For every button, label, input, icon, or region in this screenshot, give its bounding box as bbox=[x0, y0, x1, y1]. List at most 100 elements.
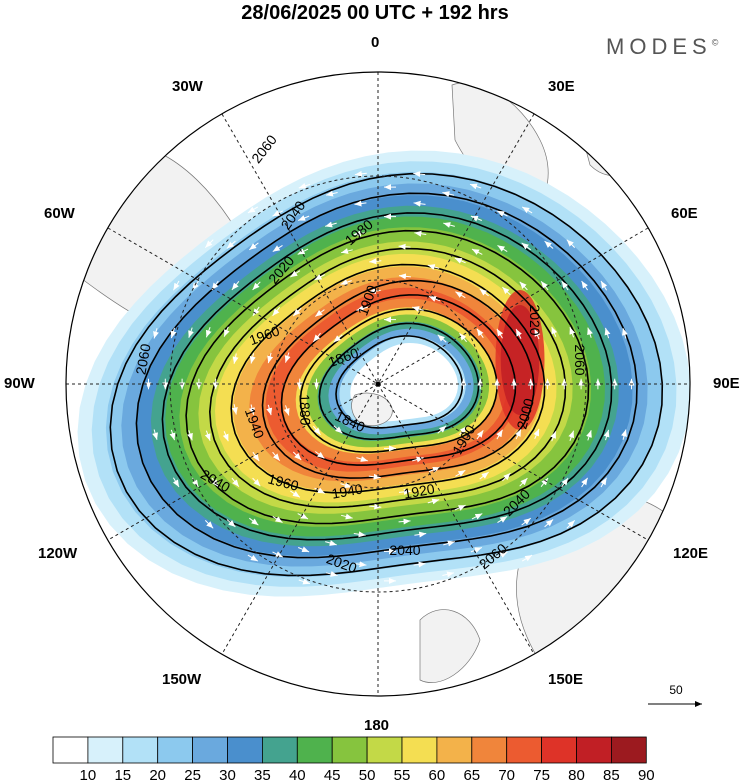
wind-vector bbox=[502, 472, 511, 482]
wind-vector bbox=[497, 244, 508, 253]
wind-vector bbox=[469, 579, 482, 586]
colorbar-box bbox=[366, 736, 403, 764]
wind-vector bbox=[353, 531, 366, 538]
lon-label-180: 180 bbox=[364, 717, 390, 734]
wind-vector bbox=[561, 477, 569, 488]
wind-vector bbox=[455, 291, 466, 299]
wind-vector bbox=[231, 280, 240, 291]
wind-vector bbox=[298, 215, 310, 221]
wind-vector bbox=[204, 430, 211, 441]
colorbar-tick-label: 30 bbox=[219, 767, 236, 782]
map-title: 28/06/2025 00 UTC + 192 hrs bbox=[241, 2, 509, 24]
colorbar-tick-label: 85 bbox=[603, 767, 620, 782]
wind-vector bbox=[479, 288, 489, 297]
colorbar-ticks: 10 15 20 25 30 35 40 45 50 55 60 65 70 75 80 85 90 bbox=[80, 767, 655, 782]
wind-vector bbox=[544, 519, 554, 528]
wind-vector bbox=[368, 288, 381, 295]
colorbar-box bbox=[157, 736, 193, 764]
wind-vector bbox=[414, 230, 427, 237]
colorbar-tick-label: 10 bbox=[80, 767, 97, 782]
wind-vector bbox=[333, 425, 343, 434]
wind-vector bbox=[442, 191, 455, 198]
wind-vector bbox=[398, 518, 411, 525]
contour-label: 2040 bbox=[389, 542, 420, 558]
colorbar-box bbox=[436, 736, 473, 764]
wind-vector bbox=[581, 280, 589, 291]
graticule bbox=[66, 72, 690, 696]
wind-vector bbox=[459, 332, 467, 343]
brand-mark: © bbox=[711, 37, 724, 48]
jet-core bbox=[500, 305, 540, 415]
colorbar-tick-label: 45 bbox=[324, 767, 341, 782]
wind-vector bbox=[226, 240, 236, 249]
colorbar-box bbox=[192, 736, 228, 764]
wind-vector bbox=[603, 429, 610, 441]
reference-vector-label: 50 bbox=[669, 683, 683, 697]
wind-vector bbox=[443, 222, 455, 228]
colorbar-box bbox=[122, 736, 159, 764]
wind-vector bbox=[540, 280, 549, 291]
wind-vector bbox=[521, 554, 533, 562]
wind-vector bbox=[325, 540, 337, 546]
lon-label-150e: 150E bbox=[548, 671, 584, 688]
wind-vector bbox=[284, 352, 291, 363]
wind-vector bbox=[292, 307, 302, 317]
wind-vector bbox=[566, 239, 576, 248]
wind-vector bbox=[314, 274, 326, 281]
wind-vector bbox=[152, 429, 158, 440]
wind-vector bbox=[205, 327, 212, 338]
wind-vector bbox=[533, 428, 540, 439]
colorbar-box bbox=[576, 736, 612, 764]
wind-vector bbox=[587, 327, 593, 338]
wind-vector bbox=[515, 429, 522, 440]
wind-vector bbox=[340, 482, 352, 488]
colorbar-tick-label: 50 bbox=[359, 767, 376, 782]
wind-vector bbox=[566, 520, 576, 529]
colorbar-box bbox=[52, 736, 89, 764]
wind-vector bbox=[313, 332, 321, 343]
wind-vector bbox=[248, 242, 259, 251]
wind-vector bbox=[353, 230, 366, 237]
wind-vector bbox=[169, 429, 176, 441]
wind-vector bbox=[252, 451, 260, 462]
lon-label-120e: 120E bbox=[673, 545, 709, 562]
wind-vector bbox=[550, 431, 557, 442]
wind-vector bbox=[188, 327, 194, 338]
wind-vector bbox=[187, 430, 193, 441]
wind-vector bbox=[497, 515, 508, 524]
lon-label-60w: 60W bbox=[44, 205, 75, 222]
wind-vector bbox=[568, 430, 575, 441]
wind-vector bbox=[283, 405, 290, 416]
map-field bbox=[69, 82, 690, 691]
wind-vector bbox=[272, 515, 283, 524]
wind-vector bbox=[298, 578, 311, 585]
wind-vector bbox=[521, 206, 533, 214]
wind-vector bbox=[325, 570, 338, 577]
map-boundary bbox=[65, 71, 691, 697]
wind-vector bbox=[272, 551, 284, 558]
colorbar-tick-label: 80 bbox=[568, 767, 585, 782]
height-contour bbox=[318, 322, 480, 441]
wind-vector bbox=[442, 571, 455, 578]
wind-vector bbox=[172, 477, 180, 488]
wind-vector bbox=[272, 306, 281, 317]
wind-vector bbox=[340, 279, 352, 285]
wind-vector bbox=[459, 425, 467, 436]
wind-vector bbox=[454, 257, 466, 264]
wind-vector bbox=[354, 200, 367, 207]
wind-vector bbox=[398, 488, 411, 495]
wind-vector bbox=[413, 171, 426, 178]
wind-vector bbox=[470, 215, 482, 222]
lon-label-30e: 30E bbox=[548, 78, 575, 95]
wind-vector bbox=[412, 306, 424, 312]
wind-vector bbox=[369, 258, 382, 265]
wind-vector bbox=[581, 477, 589, 488]
wind-vector bbox=[325, 190, 338, 197]
wind-vector bbox=[600, 477, 608, 488]
wind-vector bbox=[248, 517, 259, 526]
wind-vector bbox=[551, 326, 558, 337]
brand-logo: MODES© bbox=[606, 34, 723, 60]
colorbar-tick-label: 70 bbox=[498, 767, 515, 782]
wind-vector bbox=[222, 431, 229, 442]
